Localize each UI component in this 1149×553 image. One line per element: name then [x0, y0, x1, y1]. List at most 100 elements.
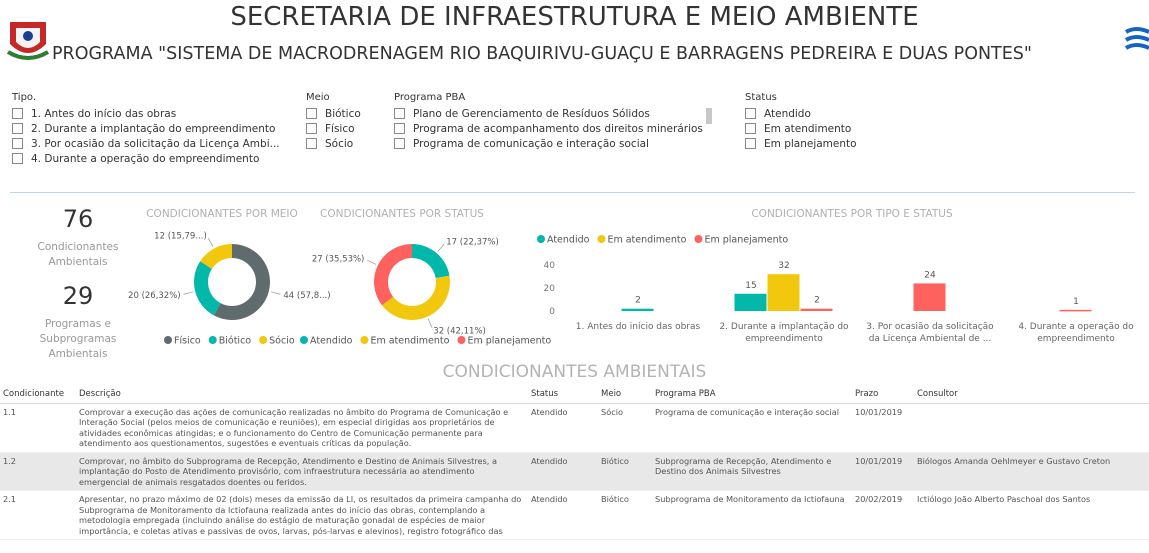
legend-marker — [694, 235, 703, 243]
donut-slice — [382, 275, 450, 320]
slicer-option[interactable]: Físico — [306, 121, 361, 136]
column-header[interactable]: Status — [528, 386, 598, 404]
table-cell: 10/01/2019 — [855, 406, 903, 417]
checkbox[interactable] — [745, 123, 756, 134]
kpi-label: Programas e Subprogramas Ambientais — [39, 318, 117, 360]
checkbox[interactable] — [306, 123, 317, 134]
slicer-option[interactable]: Atendido — [745, 106, 857, 121]
kpi-value: 29 — [62, 282, 94, 310]
charts: CONDICIONANTES POR MEIO 44 (57,8...) 20 (2… — [128, 208, 1092, 347]
option-label: Em planejamento — [764, 137, 857, 150]
option-label: Físico — [325, 122, 355, 135]
checkbox[interactable] — [394, 108, 405, 119]
slicer: Tipo. 1. Antes do início das obras 2. Dura… — [12, 92, 280, 166]
slicer-title: Status — [745, 92, 777, 103]
x-tick-label: 3. Por ocasião da solicitação da Licença… — [866, 322, 994, 344]
page-subtitle: PROGRAMA "SISTEMA DE MACRODRENAGEM RIO B… — [52, 44, 1032, 64]
column-header[interactable]: Condicionante — [0, 386, 76, 404]
checkbox[interactable] — [394, 123, 405, 134]
slicer-option[interactable]: 1. Antes do início das obras — [12, 106, 280, 121]
bar — [767, 274, 800, 311]
data-label: 32 — [778, 261, 789, 271]
leader-line — [270, 291, 281, 295]
table-row[interactable]: 1.1 Comprovar a execução das ações de com… — [0, 403, 1149, 452]
table-cell: Biótico — [601, 494, 629, 504]
slicer-option[interactable]: Em planejamento — [745, 136, 857, 151]
option-label: 1. Antes do início das obras — [31, 107, 177, 120]
donut-slice — [213, 244, 270, 320]
checkbox[interactable] — [12, 123, 23, 134]
kpi-label: Condicionantes Ambientais — [37, 241, 119, 268]
table-cell: Ictiólogo João Alberto Paschoal dos Sant… — [917, 494, 1091, 504]
table-cell: Atendido — [531, 455, 568, 466]
table-title: CONDICIONANTES AMBIENTAIS — [442, 362, 707, 382]
slicer-option[interactable]: 2. Durante a implantação do empreendimen… — [12, 121, 280, 136]
data-label: 1 — [1073, 297, 1079, 307]
table-header: Condicionante Descrição Status Meio Programa… — [0, 386, 1149, 404]
table-row[interactable]: 1.2 Comprovar, no âmbito do Subprograma d… — [0, 452, 1149, 491]
slicer-option[interactable]: Em atendimento — [745, 121, 857, 136]
slicer-option[interactable]: Programa de acompanhamento dos direitos … — [394, 121, 703, 136]
legend-label: Em atendimento — [607, 235, 686, 246]
data-label: 12 (15,79...) — [154, 231, 207, 241]
leader-line — [207, 237, 214, 247]
checkbox[interactable] — [306, 108, 317, 119]
data-label: 15 — [745, 281, 756, 291]
slicer-option[interactable]: Sócio — [306, 136, 361, 151]
leader-line — [183, 291, 194, 295]
legend-marker — [164, 336, 172, 344]
column-header[interactable]: Prazo — [852, 386, 914, 404]
data-label: 20 (26,32%) — [128, 291, 181, 301]
table-cell: Atendido — [531, 494, 568, 504]
data-label: 24 — [924, 270, 936, 280]
legend-label: Sócio — [269, 336, 295, 347]
option-label: Biótico — [325, 107, 361, 120]
checkbox[interactable] — [12, 138, 23, 149]
option-label: 3. Por ocasião da solicitação da Licença… — [31, 137, 280, 150]
slicer: Meio Biótico Físico Sócio — [306, 92, 361, 151]
table-cell: Biótico — [601, 455, 629, 466]
slicer-option[interactable]: 4. Durante a operação do empreendimento — [12, 151, 280, 166]
page-title: SECRETARIA DE INFRAESTRUTURA E MEIO AMBI… — [230, 2, 919, 32]
table-wrap: Condicionante Descrição Status Meio Programa… — [0, 386, 1149, 540]
legend-label: Atendido — [547, 235, 590, 246]
table-cell: Programa de comunicação e interação soci… — [655, 406, 839, 417]
option-label: Sócio — [325, 137, 354, 150]
option-label: Programa de comunicação e interação soci… — [413, 137, 649, 150]
column-header[interactable]: Programa PBA — [652, 386, 852, 404]
table-cell: Comprovar, no âmbito do Subprograma de R… — [79, 455, 498, 487]
legend-marker — [597, 235, 606, 243]
slicer-option[interactable]: Programa de comunicação e interação soci… — [394, 136, 703, 151]
data-label: 17 (22,37%) — [446, 238, 499, 248]
slicer-option[interactable]: 3. Por ocasião da solicitação da Licença… — [12, 136, 280, 151]
column-header[interactable]: Meio — [598, 386, 652, 404]
option-label: Atendido — [764, 107, 811, 120]
legend-marker — [300, 336, 308, 344]
legend-marker — [259, 336, 268, 344]
checkbox[interactable] — [306, 138, 317, 149]
checkbox[interactable] — [394, 138, 405, 149]
bar — [734, 293, 767, 311]
data-label: 32 (42,11%) — [433, 327, 486, 337]
legend-label: Atendido — [310, 336, 353, 347]
column-header[interactable]: Consultor — [914, 386, 1149, 404]
leader-line — [427, 318, 433, 328]
checkbox[interactable] — [12, 108, 23, 119]
slicer-option[interactable]: Biótico — [306, 106, 361, 121]
legend-marker — [537, 235, 545, 243]
option-label: Em atendimento — [764, 122, 852, 135]
checkbox[interactable] — [12, 153, 23, 164]
column-header[interactable]: Descrição — [76, 386, 528, 404]
table-cell: 1.2 — [3, 455, 17, 466]
separator — [10, 192, 1135, 193]
donut-slice — [412, 244, 450, 279]
table-cell: Sócio — [601, 406, 623, 417]
donut-slice — [193, 261, 221, 316]
bar — [621, 308, 654, 311]
slicer-option[interactable]: Plano de Gerenciamento de Resíduos Sólid… — [394, 106, 703, 121]
table-row[interactable]: 2.1 Apresentar, no prazo máximo de 02 (do… — [0, 491, 1149, 540]
checkbox[interactable] — [745, 108, 756, 119]
x-tick-label: 4. Durante a operação do empreendimento — [1018, 322, 1134, 344]
checkbox[interactable] — [745, 138, 756, 149]
